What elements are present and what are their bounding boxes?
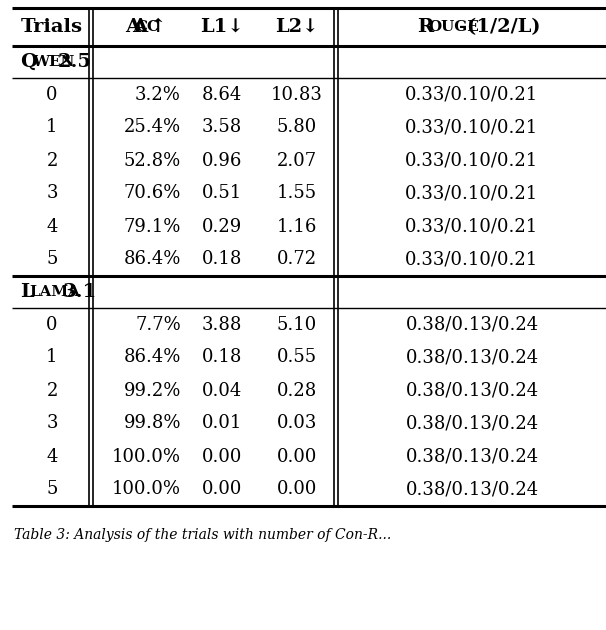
Text: 3.2%: 3.2% [135,86,181,103]
Text: LAMA: LAMA [29,285,80,299]
Text: 86.4%: 86.4% [124,348,181,367]
Text: 0.38/0.13/0.24: 0.38/0.13/0.24 [405,348,539,367]
Text: 0.33/0.10/0.21: 0.33/0.10/0.21 [405,86,539,103]
Text: 2.5: 2.5 [58,53,92,71]
Text: R: R [417,18,433,36]
Text: 79.1%: 79.1% [124,217,181,236]
Text: CC: CC [136,20,159,34]
Text: 1: 1 [46,118,58,137]
Text: L1↓: L1↓ [200,18,244,36]
Text: 2: 2 [46,151,58,169]
Text: 0.33/0.10/0.21: 0.33/0.10/0.21 [405,185,539,202]
Text: 70.6%: 70.6% [124,185,181,202]
Text: 2: 2 [46,382,58,399]
Text: ↑: ↑ [150,18,166,36]
Text: Q: Q [20,53,37,71]
Text: OUGE: OUGE [428,20,479,34]
Text: Table 3: Analysis of the trials with number of Con-R...: Table 3: Analysis of the trials with num… [14,528,391,542]
Text: A: A [132,18,147,36]
Text: 10.83: 10.83 [271,86,323,103]
Text: 0.38/0.13/0.24: 0.38/0.13/0.24 [405,481,539,498]
Text: 7.7%: 7.7% [135,316,181,333]
Text: 2.07: 2.07 [277,151,317,169]
Text: 0.01: 0.01 [202,415,242,433]
Text: 99.2%: 99.2% [124,382,181,399]
Text: 0.33/0.10/0.21: 0.33/0.10/0.21 [405,118,539,137]
Text: 0.33/0.10/0.21: 0.33/0.10/0.21 [405,251,539,268]
Text: 52.8%: 52.8% [124,151,181,169]
Text: 3.88: 3.88 [202,316,242,333]
Text: 0.51: 0.51 [202,185,242,202]
Text: 0.00: 0.00 [277,481,317,498]
Text: 86.4%: 86.4% [124,251,181,268]
Text: 100.0%: 100.0% [112,447,181,466]
Text: 0.72: 0.72 [277,251,317,268]
Text: 0.28: 0.28 [277,382,317,399]
Text: 0.04: 0.04 [202,382,242,399]
Text: 8.64: 8.64 [202,86,242,103]
Text: 0.03: 0.03 [277,415,317,433]
Text: 5: 5 [46,481,58,498]
Text: 0.33/0.10/0.21: 0.33/0.10/0.21 [405,217,539,236]
Text: 1.16: 1.16 [277,217,317,236]
Text: Trials: Trials [21,18,83,36]
Text: 0.18: 0.18 [202,348,242,367]
Text: 0.38/0.13/0.24: 0.38/0.13/0.24 [405,415,539,433]
Text: L: L [20,283,33,301]
Text: 0.38/0.13/0.24: 0.38/0.13/0.24 [405,316,539,333]
Text: 5: 5 [46,251,58,268]
Text: 5.80: 5.80 [277,118,317,137]
Text: 1.55: 1.55 [277,185,317,202]
Text: 0: 0 [46,316,58,333]
Text: -(1/2/L): -(1/2/L) [459,18,541,36]
Text: 0: 0 [46,86,58,103]
Text: 0.00: 0.00 [202,447,242,466]
Text: 3: 3 [46,185,58,202]
Text: WEN: WEN [32,55,75,69]
Text: 99.8%: 99.8% [124,415,181,433]
Text: 4: 4 [46,217,58,236]
Text: 5.10: 5.10 [277,316,317,333]
Text: 0.00: 0.00 [277,447,317,466]
Text: A: A [125,18,141,36]
Text: 100.0%: 100.0% [112,481,181,498]
Text: 25.4%: 25.4% [124,118,181,137]
Text: 3.1: 3.1 [63,283,97,301]
Text: 0.55: 0.55 [277,348,317,367]
Text: 0.33/0.10/0.21: 0.33/0.10/0.21 [405,151,539,169]
Text: 4: 4 [46,447,58,466]
Text: 3: 3 [46,415,58,433]
Text: 3.58: 3.58 [202,118,242,137]
Text: L2↓: L2↓ [275,18,319,36]
Text: 0.38/0.13/0.24: 0.38/0.13/0.24 [405,447,539,466]
Text: 0.00: 0.00 [202,481,242,498]
Text: 0.18: 0.18 [202,251,242,268]
Text: 0.38/0.13/0.24: 0.38/0.13/0.24 [405,382,539,399]
Text: 0.29: 0.29 [202,217,242,236]
Text: 0.96: 0.96 [202,151,242,169]
Text: 1: 1 [46,348,58,367]
